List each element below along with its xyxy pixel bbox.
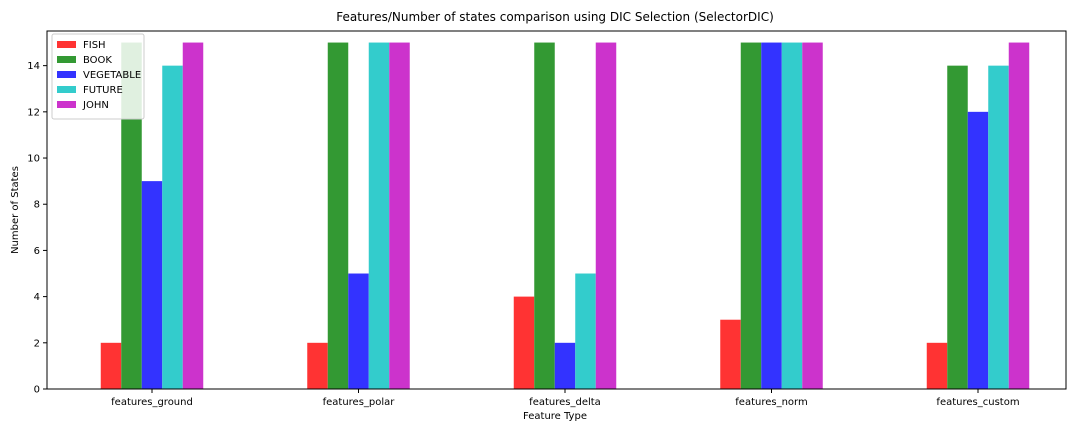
- bar-john-features_norm: [802, 42, 823, 390]
- bar-book-features_ground: [121, 42, 142, 390]
- y-tick-label: 6: [34, 246, 40, 257]
- chart-title: Features/Number of states comparison usi…: [336, 10, 774, 24]
- legend-swatch-john: [57, 101, 76, 108]
- legend-box: [51, 33, 145, 120]
- x-axis-label: Feature Type: [523, 411, 587, 422]
- legend-label-future: FUTURE: [83, 85, 123, 96]
- bar-future-features_norm: [781, 42, 803, 390]
- bar-vegetable-features_polar: [348, 273, 369, 389]
- y-tick-label: 12: [27, 107, 40, 118]
- plot-frame: [46, 30, 1067, 390]
- bar-book-features_norm: [740, 42, 762, 390]
- y-tick-label: 4: [34, 292, 40, 303]
- legend-label-book: BOOK: [83, 55, 112, 66]
- bar-fish-features_polar: [307, 342, 328, 389]
- y-tick-label: 10: [27, 154, 40, 165]
- x-tick-label: features_delta: [529, 397, 601, 408]
- bar-book-features_custom: [947, 65, 968, 390]
- x-tick-label: features_custom: [936, 397, 1019, 408]
- bar-john-features_custom: [1008, 42, 1030, 390]
- bar-fish-features_ground: [100, 342, 122, 389]
- x-tick-label: features_norm: [735, 397, 807, 408]
- bar-vegetable-features_ground: [141, 181, 163, 389]
- bar-vegetable-features_delta: [554, 342, 576, 389]
- bar-john-features_polar: [389, 42, 410, 390]
- x-axis: features_ground features_polar features_de…: [111, 389, 1020, 408]
- legend-label-fish: FISH: [83, 40, 106, 51]
- bar-book-features_delta: [534, 42, 555, 390]
- bar-vegetable-features_norm: [761, 42, 782, 390]
- legend-swatch-fish: [57, 41, 76, 48]
- legend: FISH BOOK VEGETABLE FUTURE JOHN: [51, 33, 145, 120]
- bar-future-features_polar: [368, 42, 390, 390]
- y-tick-label: 0: [34, 385, 40, 396]
- legend-swatch-book: [57, 56, 76, 63]
- y-tick-label: 14: [27, 61, 40, 72]
- bar-future-features_ground: [162, 65, 183, 390]
- bar-fish-features_delta: [513, 296, 535, 389]
- y-axis-label: Number of States: [10, 166, 21, 254]
- bar-john-features_ground: [182, 42, 204, 390]
- x-tick-label: features_polar: [323, 397, 396, 408]
- legend-swatch-future: [57, 86, 76, 93]
- y-tick-label: 8: [34, 200, 40, 211]
- legend-label-john: JOHN: [82, 100, 109, 111]
- bars-layer: [100, 42, 1030, 390]
- bar-fish-features_norm: [720, 319, 741, 389]
- bar-john-features_delta: [595, 42, 617, 390]
- bar-future-features_delta: [575, 273, 596, 389]
- x-tick-label: features_ground: [111, 397, 193, 408]
- legend-swatch-vegetable: [57, 71, 76, 78]
- bar-future-features_custom: [988, 65, 1009, 390]
- legend-label-vegetable: VEGETABLE: [83, 70, 141, 81]
- y-axis: 0 2 4 6 8 10 12 14: [27, 61, 47, 396]
- y-tick-label: 2: [34, 338, 40, 349]
- bar-fish-features_custom: [926, 342, 948, 389]
- bar-book-features_polar: [327, 42, 349, 390]
- bar-vegetable-features_custom: [967, 111, 989, 389]
